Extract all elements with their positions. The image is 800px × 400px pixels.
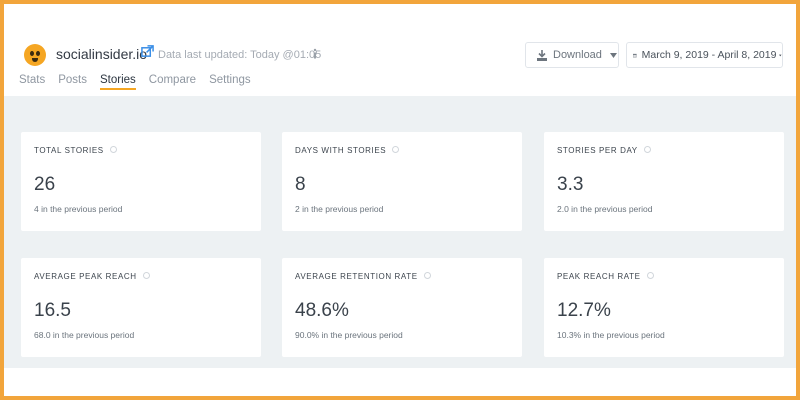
stat-value: 3.3 [557,174,584,195]
stat-value: 48.6% [295,300,349,321]
date-range-label: March 9, 2019 - April 8, 2019 [641,49,777,61]
stat-card-peak-reach-rate: PEAK REACH RATE 12.7% 10.3% in the previ… [544,258,784,357]
brand-name: socialinsider.io [56,46,148,62]
info-icon[interactable] [423,272,431,280]
info-icon[interactable] [311,48,319,60]
stat-card-total-stories: TOTAL STORIES 26 4 in the previous perio… [21,132,261,231]
stat-title: PEAK REACH RATE [557,272,641,281]
stat-previous-period: 10.3% in the previous period [557,330,665,340]
tab-settings[interactable]: Settings [209,74,251,86]
stat-title: STORIES PER DAY [557,146,638,155]
info-icon[interactable] [109,146,117,154]
stat-value: 16.5 [34,300,71,321]
chevron-down-icon [609,52,617,58]
date-range-picker[interactable]: March 9, 2019 - April 8, 2019 [626,42,783,68]
app-frame: socialinsider.io Data last updated: Toda… [4,4,796,396]
external-link-icon[interactable] [141,45,154,58]
stat-previous-period: 2 in the previous period [295,204,384,214]
stat-card-stories-per-day: STORIES PER DAY 3.3 2.0 in the previous … [544,132,784,231]
tab-stats[interactable]: Stats [19,74,46,86]
stat-title: AVERAGE PEAK REACH [34,272,137,281]
stat-card-average-peak-reach: AVERAGE PEAK REACH 16.5 68.0 in the prev… [21,258,261,357]
tab-posts[interactable]: Posts [58,74,87,86]
stat-value: 8 [295,174,306,195]
profile-avatar [24,44,46,66]
info-icon[interactable] [646,272,654,280]
nav-tabs: Stats Posts Stories Compare Settings [19,74,264,90]
stat-title: TOTAL STORIES [34,146,104,155]
download-button[interactable]: Download [525,42,619,68]
stat-card-average-retention-rate: AVERAGE RETENTION RATE 48.6% 90.0% in th… [282,258,522,357]
stat-previous-period: 2.0 in the previous period [557,204,653,214]
last-updated-text: Data last updated: Today @01:05 [158,49,322,61]
header: socialinsider.io Data last updated: Toda… [4,4,796,96]
info-icon[interactable] [392,146,400,154]
stat-previous-period: 68.0 in the previous period [34,330,135,340]
chevron-down-icon [779,54,782,56]
info-icon[interactable] [643,146,651,154]
stat-value: 26 [34,174,56,195]
info-icon[interactable] [142,272,150,280]
stat-previous-period: 90.0% in the previous period [295,330,403,340]
stat-previous-period: 4 in the previous period [34,204,123,214]
stat-value: 12.7% [557,300,611,321]
download-icon [537,49,547,61]
calendar-icon [633,53,637,57]
stat-card-days-with-stories: DAYS WITH STORIES 8 2 in the previous pe… [282,132,522,231]
tab-compare[interactable]: Compare [148,74,197,86]
stat-title: DAYS WITH STORIES [295,146,387,155]
stats-content: TOTAL STORIES 26 4 in the previous perio… [4,96,796,368]
tab-stories[interactable]: Stories [99,74,136,90]
stat-title: AVERAGE RETENTION RATE [295,272,418,281]
download-label: Download [553,49,602,61]
